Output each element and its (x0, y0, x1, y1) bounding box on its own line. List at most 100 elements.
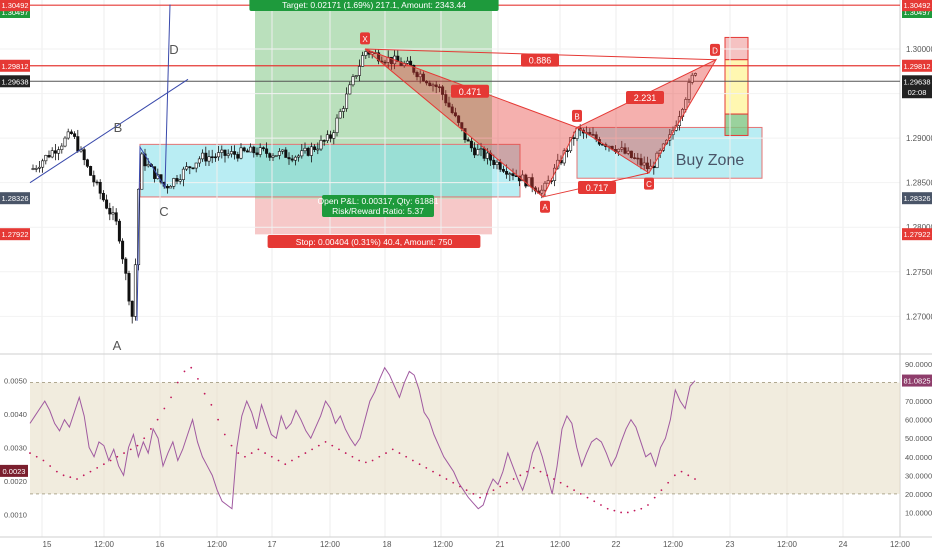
osc-dot (526, 470, 528, 473)
candle-body (313, 146, 317, 150)
osc-dot (593, 500, 596, 503)
candle-body (217, 152, 221, 158)
osc-y-tick: 60.0000 (905, 416, 932, 425)
osc-dot (546, 474, 549, 477)
candle-body (687, 82, 691, 100)
ratio-ac: 0.717 (586, 183, 609, 193)
osc-dot (351, 455, 354, 458)
ratio-bcd: 2.231 (634, 93, 657, 103)
osc-left-tick: 0.0010 (4, 510, 27, 519)
candle-body (412, 65, 416, 73)
candle-body (293, 156, 297, 161)
candle-body (425, 80, 429, 84)
candle-body (316, 148, 320, 151)
candle-body (268, 153, 272, 158)
osc-dot (600, 504, 602, 506)
osc-dot (109, 459, 112, 462)
candle-body (194, 162, 198, 169)
candle-body (508, 173, 512, 175)
osc-dot (385, 452, 387, 454)
osc-dot (660, 489, 663, 492)
candle-body (175, 178, 179, 182)
candle-body (319, 140, 323, 150)
osc-dot (156, 418, 159, 421)
candle-body (297, 155, 301, 158)
osc-dot (465, 489, 468, 492)
candle-body (361, 55, 365, 67)
left-badge: 1.30497 (1, 8, 28, 17)
x-tick-label: 24 (839, 540, 848, 549)
candle-body (479, 148, 483, 150)
candle-body (629, 150, 633, 158)
point-b: B (574, 112, 579, 121)
osc-dot (539, 470, 542, 473)
osc-dot (291, 459, 293, 462)
candle-body (50, 150, 54, 158)
osc-dot (62, 474, 65, 477)
candle-body (399, 61, 403, 66)
osc-dot (479, 496, 481, 499)
osc-dot (411, 459, 414, 462)
candle-body (165, 185, 169, 189)
candle-body (185, 166, 189, 170)
candle-body (191, 167, 195, 170)
candle-body (377, 52, 381, 62)
candle-body (345, 93, 349, 109)
osc-dot (579, 492, 582, 495)
candle-body (482, 148, 486, 159)
candle-body (236, 154, 240, 159)
candle-body (521, 174, 525, 182)
price-badge: 1.27922 (903, 230, 930, 239)
candle-body (511, 173, 515, 177)
y-tick-label: 1.30000 (906, 45, 932, 54)
candle-body (57, 149, 61, 154)
x-tick-label: 12:00 (550, 540, 571, 549)
osc-dot (694, 478, 696, 480)
candle-body (242, 147, 246, 152)
candle-body (287, 157, 291, 160)
osc-dot (197, 377, 199, 380)
candle-body (300, 150, 304, 157)
candle-body (441, 86, 445, 95)
ratio-bcd-bg (626, 91, 664, 105)
osc-dot (338, 448, 340, 451)
candle-body (239, 147, 243, 159)
candle-body (76, 136, 80, 152)
candle-body (466, 139, 470, 142)
candle-body (325, 134, 329, 141)
candle-body (588, 132, 592, 135)
candle-body (220, 149, 224, 153)
osc-dot (183, 370, 186, 373)
candle-body (44, 155, 48, 162)
candle-body (207, 156, 211, 162)
osc-left-tick: 0.0050 (4, 377, 27, 386)
price-badge-bg (902, 75, 932, 88)
osc-dot (317, 444, 320, 447)
abcd-point-b: B (114, 120, 123, 135)
osc-dot (163, 407, 166, 410)
osc-dot (82, 474, 85, 477)
candle-body (476, 149, 480, 156)
x-tick-label: 12:00 (320, 540, 341, 549)
osc-dot (257, 448, 260, 451)
candle-body (245, 150, 249, 153)
candle-body (101, 192, 105, 201)
stop-label-bg (267, 235, 481, 248)
point-d: D (712, 46, 718, 55)
osc-dot (492, 489, 495, 492)
point-x-bg (360, 32, 370, 45)
osc-y-tick: 50.0000 (905, 434, 932, 443)
candle-body (169, 186, 173, 189)
candle-body (633, 157, 637, 159)
osc-dot (284, 463, 287, 466)
osc-dot (203, 392, 206, 395)
y-tick-label: 1.28000 (906, 223, 932, 232)
osc-dot (244, 455, 246, 458)
target-label: Target: 0.02171 (1.69%) 217.1, Amount: 2… (282, 0, 466, 10)
candle-body (434, 84, 438, 88)
candle-body (690, 74, 694, 83)
osc-dot (190, 366, 193, 369)
osc-dot (35, 455, 38, 458)
candle-body (41, 160, 45, 168)
